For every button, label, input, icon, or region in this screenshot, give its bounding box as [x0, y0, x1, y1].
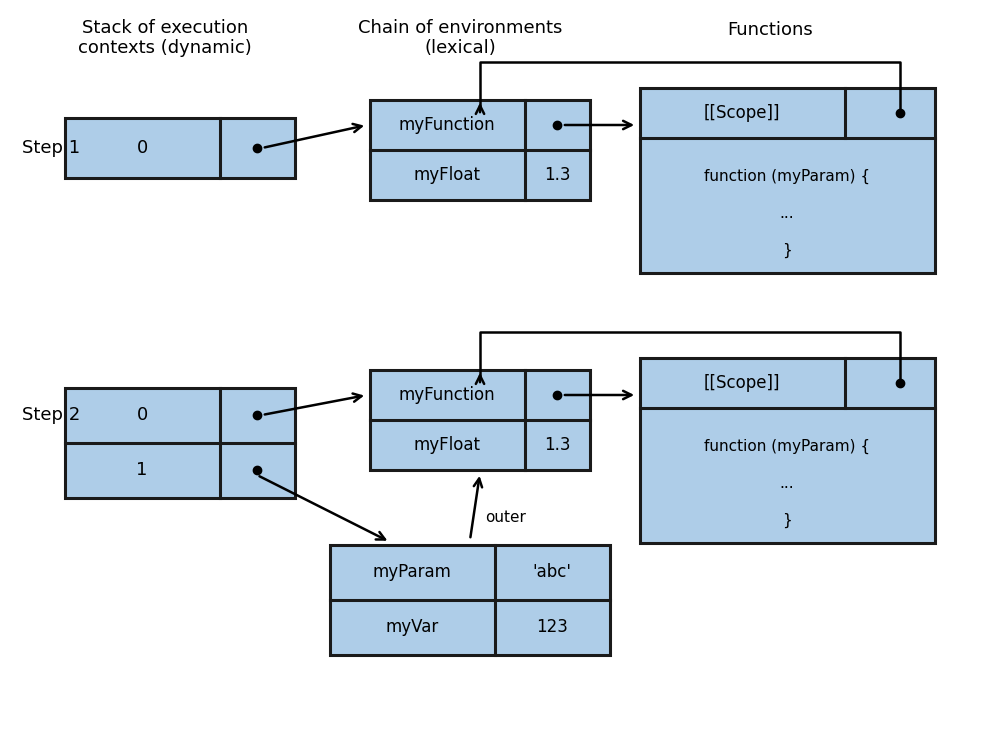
- Text: myFloat: myFloat: [414, 166, 480, 184]
- Text: 0: 0: [136, 139, 148, 157]
- Text: Step 2: Step 2: [22, 406, 80, 424]
- Text: myFunction: myFunction: [399, 116, 495, 134]
- Text: Stack of execution
contexts (dynamic): Stack of execution contexts (dynamic): [78, 19, 252, 57]
- Text: myFunction: myFunction: [399, 386, 495, 404]
- Bar: [330, 545, 610, 655]
- Text: 1.3: 1.3: [544, 166, 570, 184]
- Text: }: }: [782, 242, 792, 258]
- Bar: [640, 88, 935, 273]
- Text: myParam: myParam: [373, 563, 451, 581]
- Text: ...: ...: [780, 206, 794, 221]
- Text: 0: 0: [136, 406, 148, 424]
- Text: ...: ...: [780, 475, 794, 490]
- Text: function (myParam) {: function (myParam) {: [704, 438, 870, 454]
- Text: function (myParam) {: function (myParam) {: [704, 168, 870, 183]
- Text: outer: outer: [485, 510, 526, 524]
- Text: myVar: myVar: [385, 618, 439, 636]
- Text: [[Scope]]: [[Scope]]: [704, 374, 780, 392]
- Text: [[Scope]]: [[Scope]]: [704, 104, 780, 122]
- Text: Chain of environments
(lexical): Chain of environments (lexical): [358, 19, 562, 57]
- Text: 123: 123: [536, 618, 568, 636]
- Text: 'abc': 'abc': [532, 563, 572, 581]
- Text: Step 1: Step 1: [22, 139, 80, 157]
- Bar: [640, 358, 935, 543]
- Text: 1: 1: [136, 461, 148, 479]
- Bar: [370, 370, 590, 470]
- Bar: [65, 118, 295, 178]
- Text: myFloat: myFloat: [414, 436, 480, 454]
- Bar: [370, 100, 590, 200]
- Text: 1.3: 1.3: [544, 436, 570, 454]
- Text: }: }: [782, 513, 792, 527]
- Bar: [65, 388, 295, 498]
- Text: Functions: Functions: [727, 21, 813, 39]
